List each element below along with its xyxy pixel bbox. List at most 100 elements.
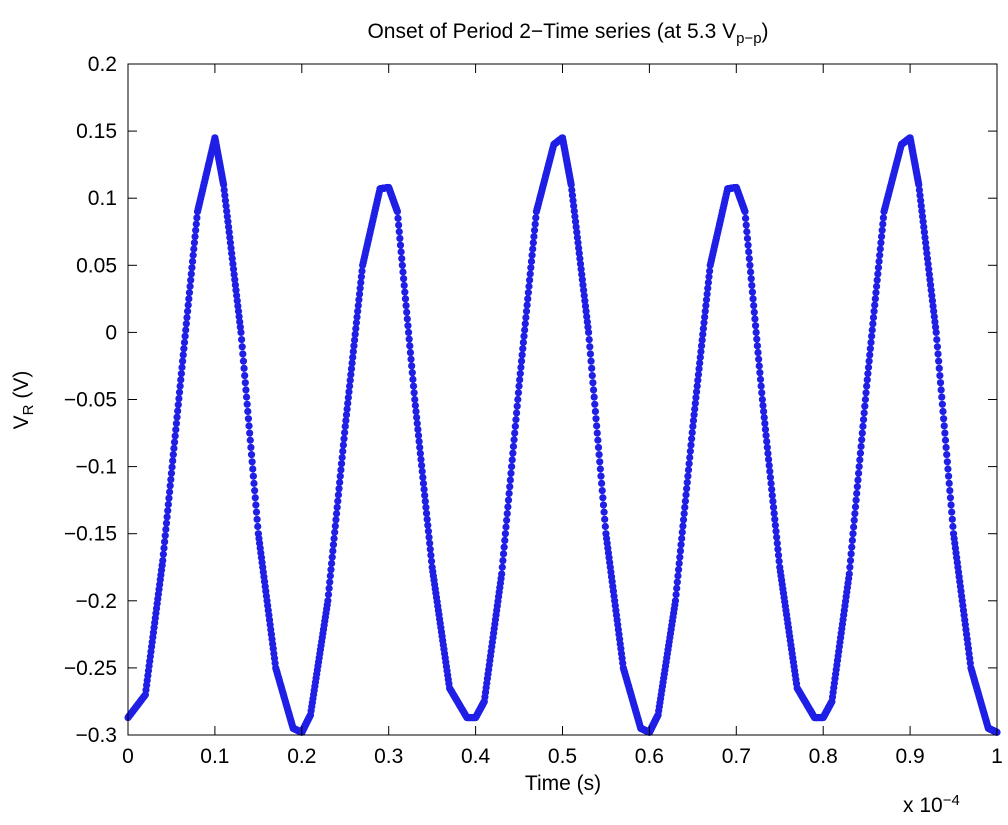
data-point — [162, 525, 170, 533]
data-point — [921, 233, 929, 242]
data-point — [682, 491, 690, 499]
data-point — [169, 457, 177, 465]
y-axis-label: VR (V) — [10, 371, 37, 430]
data-point — [589, 386, 598, 394]
data-point — [860, 409, 868, 417]
data-point — [410, 389, 418, 397]
data-point — [875, 257, 883, 266]
data-point — [329, 541, 338, 549]
data-point — [405, 335, 413, 343]
data-point — [521, 320, 529, 328]
data-point — [871, 295, 879, 303]
data-point — [686, 447, 694, 455]
data-point — [763, 443, 771, 452]
data-point — [766, 473, 775, 481]
data-point — [238, 343, 246, 351]
data-point — [247, 443, 255, 452]
data-point — [941, 429, 949, 437]
data-point — [165, 494, 173, 502]
data-point — [856, 449, 865, 457]
data-point — [941, 436, 950, 444]
data-point — [403, 315, 411, 323]
y-tick-label: −0.1 — [76, 456, 117, 479]
data-point — [596, 465, 604, 473]
data-point — [568, 186, 576, 194]
data-point — [528, 251, 536, 259]
data-point — [920, 228, 928, 236]
data-point — [571, 212, 579, 221]
data-point — [182, 326, 190, 334]
data-point — [427, 557, 436, 565]
data-point — [743, 228, 751, 236]
data-point — [580, 286, 588, 294]
data-point — [744, 241, 752, 249]
data-point — [751, 315, 759, 323]
data-point — [747, 275, 755, 283]
data-point — [221, 197, 230, 205]
data-point — [859, 422, 867, 430]
data-point — [938, 393, 946, 401]
data-point — [594, 436, 602, 444]
x-tick-label: 0.7 — [722, 745, 751, 768]
data-point — [863, 376, 871, 384]
data-point — [418, 467, 426, 475]
data-point — [599, 494, 607, 502]
data-point — [399, 268, 407, 276]
data-point — [324, 597, 332, 605]
data-point — [357, 278, 365, 287]
x-tick-label: 0.8 — [809, 745, 838, 768]
data-point — [249, 465, 257, 473]
data-point — [701, 313, 709, 321]
data-point — [253, 515, 261, 523]
data-point — [422, 503, 430, 511]
data-point — [237, 328, 245, 336]
data-point — [349, 353, 357, 361]
x-axis-exponent-power: −4 — [943, 792, 960, 809]
data-point — [190, 239, 199, 247]
data-point — [868, 326, 876, 334]
data-point — [514, 389, 523, 397]
data-point — [947, 501, 955, 509]
data-point — [692, 393, 700, 402]
data-point — [181, 332, 189, 340]
data-point — [864, 370, 872, 378]
data-point — [869, 313, 878, 322]
data-point — [352, 319, 361, 327]
data-point — [746, 268, 755, 276]
data-point — [697, 347, 705, 356]
data-point — [702, 296, 711, 304]
data-point — [226, 233, 234, 242]
data-point — [771, 515, 779, 523]
data-point — [691, 405, 699, 413]
data-point — [161, 538, 169, 546]
data-point — [874, 264, 883, 272]
data-point — [571, 218, 580, 226]
data-point — [404, 322, 412, 330]
data-point — [741, 208, 749, 216]
data-point — [694, 370, 703, 379]
data-point — [874, 270, 882, 278]
data-point — [935, 364, 943, 372]
data-point — [928, 291, 936, 300]
data-point — [572, 223, 580, 231]
data-point — [246, 436, 254, 444]
data-point — [508, 463, 516, 471]
data-point — [184, 301, 192, 309]
data-point — [856, 456, 864, 464]
data-point — [396, 241, 405, 249]
data-point — [501, 536, 509, 545]
data-point — [347, 370, 355, 379]
data-point — [344, 399, 352, 407]
data-point — [754, 348, 762, 357]
data-point — [581, 297, 589, 305]
data-point — [340, 435, 348, 443]
data-point — [592, 415, 600, 423]
data-point — [241, 371, 249, 380]
data-point — [706, 267, 714, 275]
data-point — [398, 254, 406, 263]
data-point — [676, 547, 685, 555]
data-point — [346, 376, 354, 384]
data-point — [234, 302, 242, 310]
data-point — [161, 532, 169, 540]
data-point — [355, 290, 364, 298]
